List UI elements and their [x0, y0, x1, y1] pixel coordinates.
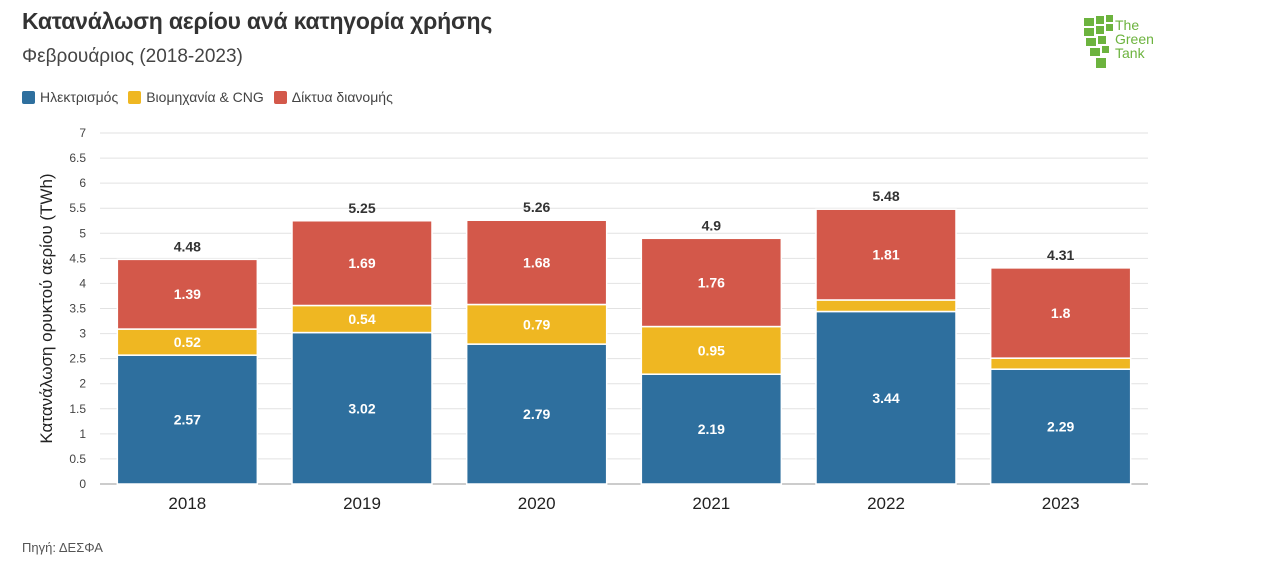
logo-text-line3: Tank [1115, 45, 1145, 61]
x-tick-label: 2018 [168, 494, 206, 513]
y-tick-label: 6 [79, 176, 86, 190]
legend-item-networks[interactable]: Δίκτυα διανομής [273, 89, 393, 105]
source-note: Πηγή: ΔΕΣΦΑ [22, 540, 103, 555]
total-label: 4.9 [702, 217, 722, 233]
legend: Ηλεκτρισμός Βιομηχανία & CNG Δίκτυα διαν… [22, 89, 403, 105]
y-tick-label: 3.5 [69, 302, 86, 316]
data-label-electricity: 2.19 [698, 421, 725, 437]
y-tick-label: 2.5 [69, 352, 86, 366]
data-label-networks: 1.8 [1051, 305, 1071, 321]
y-tick-label: 5 [79, 226, 86, 240]
y-tick-label: 1.5 [69, 402, 86, 416]
bar-electricity [116, 354, 259, 485]
bar-networks [291, 220, 433, 307]
total-label: 4.31 [1047, 247, 1074, 263]
logo-text-line2: Green [1115, 31, 1154, 47]
y-tick-label: 4 [79, 276, 86, 290]
data-label-electricity: 3.02 [348, 400, 375, 416]
chart-subtitle: Φεβρουάριος (2018-2023) [22, 46, 243, 67]
data-label-industry: 0.52 [174, 334, 201, 350]
y-tick-label: 0 [79, 477, 86, 491]
logo-text: The Green Tank [1115, 18, 1154, 60]
bar-networks [465, 219, 608, 306]
x-tick-label: 2021 [692, 494, 730, 513]
data-label-industry: 0.79 [523, 316, 550, 332]
y-tick-label: 1 [79, 427, 86, 441]
chart-title: Κατανάλωση αερίου ανά κατηγορία χρήσης [22, 8, 493, 34]
y-tick-label: 5.5 [69, 201, 86, 215]
bar-networks [640, 237, 783, 328]
data-label-industry: 0.54 [348, 311, 375, 327]
bar-electricity [640, 373, 783, 485]
data-label-electricity: 3.44 [872, 390, 899, 406]
legend-item-electricity[interactable]: Ηλεκτρισμός [22, 89, 118, 105]
bar-networks [989, 267, 1132, 359]
data-label-networks: 1.81 [872, 247, 899, 263]
green-tank-logo-icon [1084, 15, 1113, 68]
legend-item-industry[interactable]: Βιομηχανία & CNG [128, 89, 264, 105]
y-tick-label: 2 [79, 377, 86, 391]
bar-electricity [465, 343, 608, 485]
y-tick-label: 6.5 [69, 151, 86, 165]
bar-electricity [291, 331, 433, 485]
bar-industry [815, 299, 957, 313]
bar-industry [291, 304, 433, 334]
data-label-electricity: 2.29 [1047, 419, 1074, 435]
bar-industry [465, 303, 608, 345]
logo-text-line1: The [1115, 17, 1140, 33]
bar-networks [116, 258, 259, 330]
bar-networks [815, 208, 957, 301]
data-label-networks: 1.69 [348, 255, 375, 271]
bar-electricity [989, 368, 1132, 485]
bar-industry [116, 328, 259, 356]
legend-swatch-electricity [22, 90, 35, 104]
y-tick-label: 3 [79, 327, 86, 341]
data-label-electricity: 2.57 [174, 412, 201, 428]
y-axis-title: Κατανάλωση ορυκτού αερίου (TWh) [37, 173, 56, 443]
x-tick-label: 2020 [518, 494, 556, 513]
total-label: 5.25 [348, 200, 375, 216]
legend-swatch-networks [273, 90, 287, 104]
y-tick-label: 7 [79, 126, 86, 140]
bar-industry [640, 325, 783, 375]
bar-industry [989, 357, 1132, 370]
data-label-electricity: 2.79 [523, 406, 550, 422]
y-tick-label: 0.5 [69, 452, 86, 466]
legend-swatch-industry [128, 90, 142, 104]
data-label-networks: 1.39 [174, 286, 201, 302]
y-tick-label: 4.5 [69, 251, 86, 265]
total-label: 5.48 [872, 188, 899, 204]
x-tick-label: 2023 [1042, 494, 1080, 513]
data-label-industry: 0.95 [698, 342, 725, 358]
legend-label-networks: Δίκτυα διανομής [291, 89, 393, 105]
total-label: 4.48 [174, 238, 201, 254]
x-tick-label: 2022 [867, 494, 905, 513]
total-label: 5.26 [523, 199, 550, 215]
bar-electricity [815, 310, 957, 485]
legend-label-electricity: Ηλεκτρισμός [40, 89, 119, 105]
data-label-networks: 1.76 [698, 274, 725, 290]
legend-label-industry: Βιομηχανία & CNG [146, 89, 264, 105]
x-tick-label: 2019 [343, 494, 381, 513]
data-label-networks: 1.68 [523, 254, 550, 270]
